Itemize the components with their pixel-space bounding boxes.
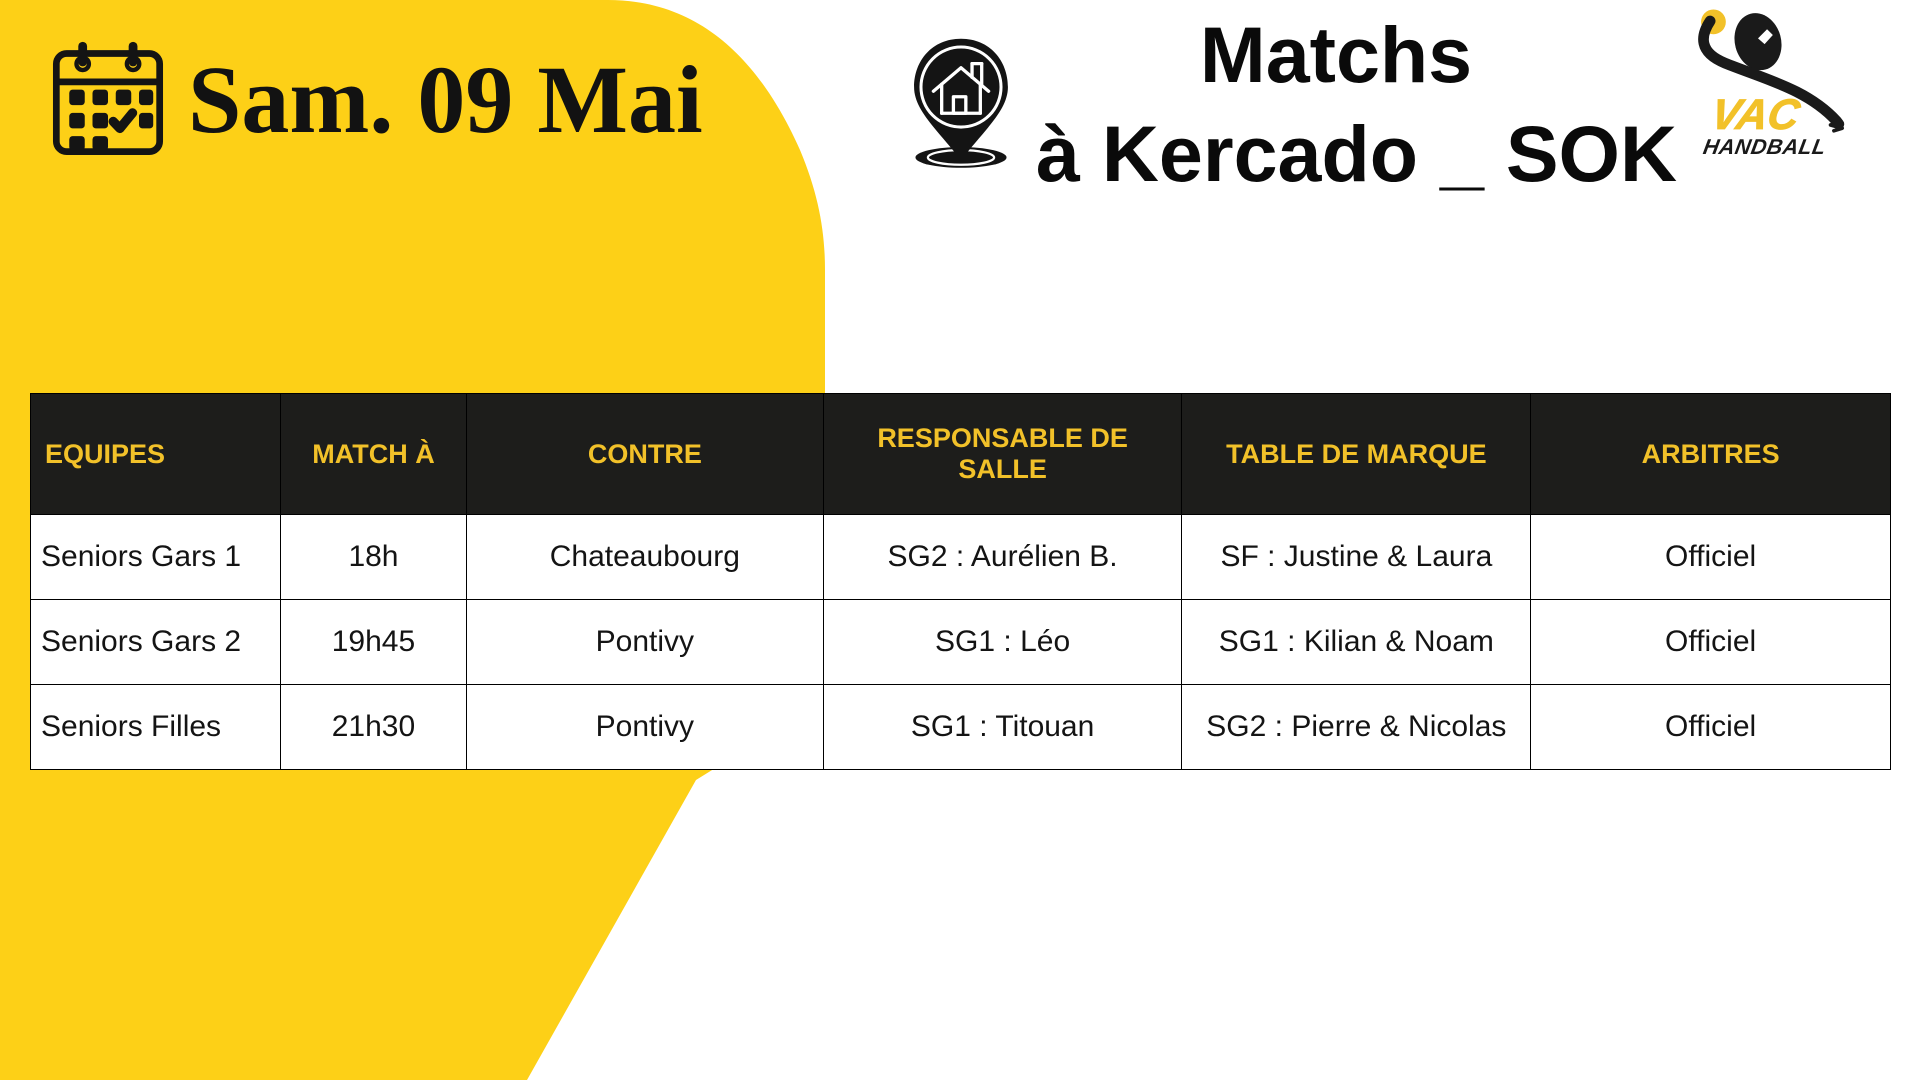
svg-text:HANDBALL: HANDBALL bbox=[1701, 134, 1828, 159]
svg-text:VAC: VAC bbox=[1708, 91, 1805, 139]
